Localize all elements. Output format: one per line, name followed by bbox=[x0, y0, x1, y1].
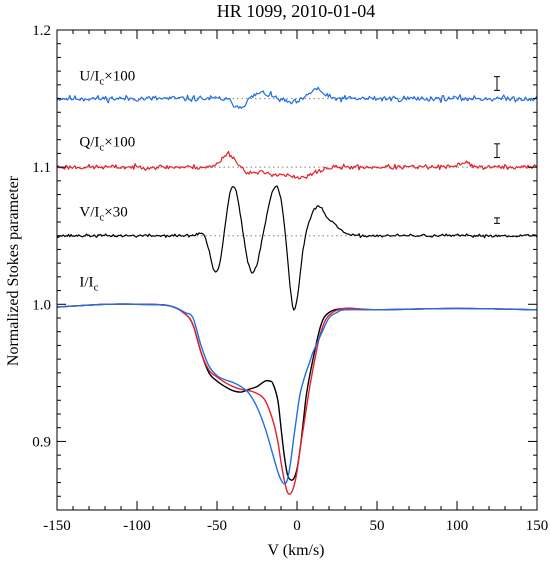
reference-lines bbox=[57, 98, 537, 237]
label-u: U/Ic×100 bbox=[79, 69, 135, 88]
x-tick-label: 50 bbox=[370, 518, 385, 534]
stokes-u-profile bbox=[56, 86, 538, 109]
label-prefix: U/I bbox=[79, 69, 99, 85]
y-tick-label: 1.0 bbox=[32, 297, 51, 313]
label-suffix: ×30 bbox=[104, 205, 127, 221]
x-tick-label: 0 bbox=[293, 518, 301, 534]
intensity-profile-red bbox=[56, 303, 538, 495]
label-suffix: ×100 bbox=[104, 135, 135, 151]
x-tick-label: -50 bbox=[207, 518, 227, 534]
label-prefix: V/I bbox=[79, 205, 99, 221]
x-tick-label: -150 bbox=[43, 518, 71, 534]
x-tick-label: -100 bbox=[123, 518, 151, 534]
x-tick-label: 100 bbox=[446, 518, 469, 534]
label-prefix: Q/I bbox=[79, 135, 99, 151]
y-tick-label: 1.2 bbox=[32, 23, 51, 39]
y-tick-label: 0.9 bbox=[32, 434, 51, 450]
label-q: Q/Ic×100 bbox=[79, 135, 135, 154]
label-suffix: ×100 bbox=[104, 69, 135, 85]
label-prefix: I/I bbox=[79, 274, 93, 290]
axis-ticks: -150 -100 -50 0 50 100 150 0.9 1.0 1.1 1.2 bbox=[32, 23, 548, 534]
label-v: V/Ic×30 bbox=[79, 205, 127, 224]
stokes-q-profile bbox=[56, 150, 538, 180]
stokes-v-profile bbox=[56, 185, 538, 311]
y-tick-label: 1.1 bbox=[32, 160, 51, 176]
y-axis-label: Normalized Stokes parameter bbox=[5, 175, 22, 366]
chart-title: HR 1099, 2010-01-04 bbox=[217, 1, 376, 21]
intensity-profile-blue bbox=[56, 303, 538, 485]
label-i: I/Ic bbox=[79, 274, 98, 293]
label-subscript: c bbox=[99, 212, 104, 224]
error-bars bbox=[494, 76, 500, 224]
x-axis-label: V (km/s) bbox=[267, 542, 324, 559]
label-subscript: c bbox=[99, 142, 104, 154]
label-subscript: c bbox=[99, 76, 104, 88]
label-subscript: c bbox=[94, 281, 99, 293]
x-tick-label: 150 bbox=[526, 518, 549, 534]
intensity-profile-black bbox=[56, 303, 538, 481]
series-layer bbox=[56, 86, 538, 495]
